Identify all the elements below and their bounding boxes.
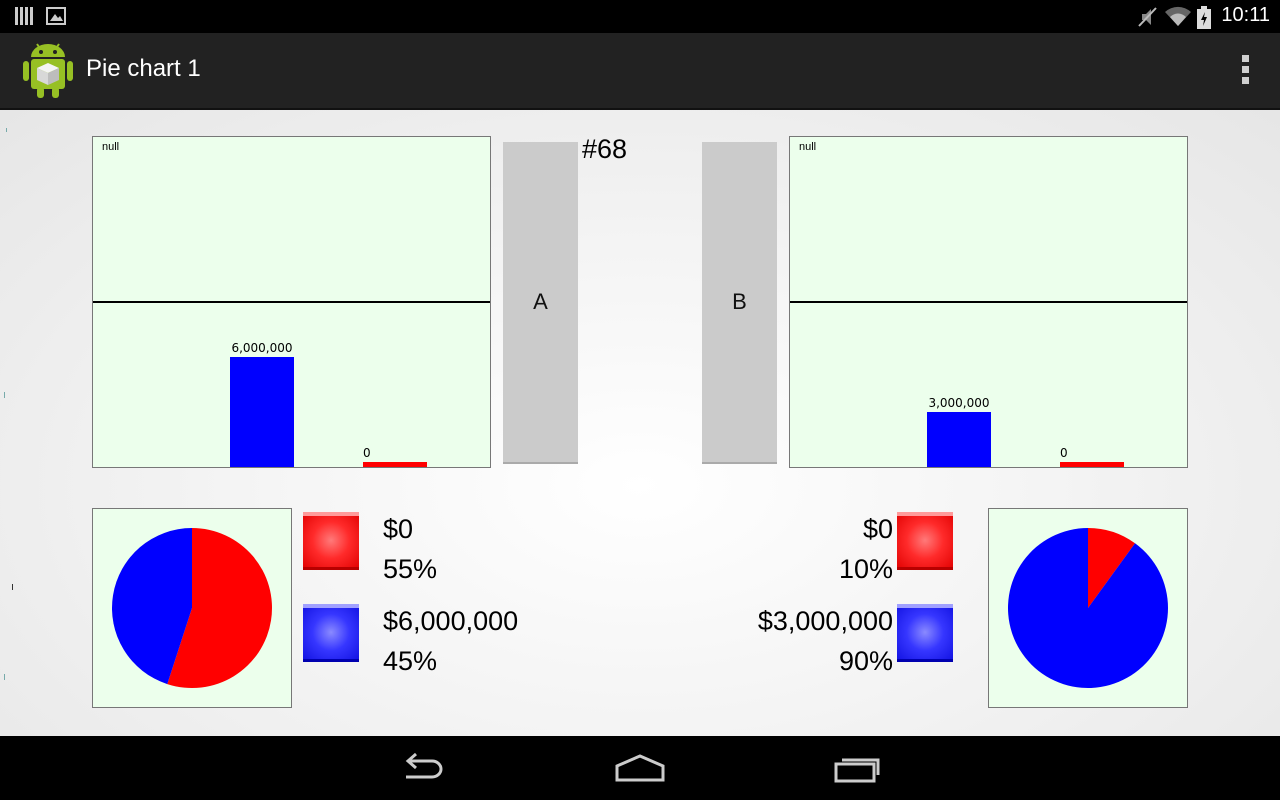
- status-bar: 10:11: [0, 0, 1280, 33]
- right-bar-red-label: 0: [1060, 446, 1068, 460]
- left-pie-plot: [112, 528, 273, 688]
- right-chart-title: null: [799, 141, 817, 153]
- right-legend-blue-percent: 90%: [838, 646, 893, 676]
- right-pie-slice-red: [1088, 528, 1136, 608]
- left-legend-red-swatch: [303, 512, 359, 570]
- right-legend-red-amount: $0: [862, 514, 893, 544]
- left-legend-blue-swatch: [303, 604, 359, 662]
- left-bar-blue-label: 6,000,000: [231, 341, 292, 355]
- right-legend-red-text: $0 10%: [839, 513, 893, 585]
- left-bar-red: [363, 462, 427, 467]
- clock: 10:11: [1221, 4, 1270, 26]
- a-button[interactable]: A: [503, 142, 578, 464]
- right-legend-blue-text: $3,000,000 90%: [758, 605, 893, 677]
- content-area: null 6,000,000 0 A #68 B null 3,000,000 …: [0, 110, 1280, 736]
- android-app-icon[interactable]: [22, 41, 74, 99]
- right-bar-blue: [927, 412, 991, 467]
- battery-icon: [1197, 6, 1211, 29]
- left-bar-chart-plot: 6,000,000 0: [93, 301, 490, 467]
- b-button-label: B: [732, 289, 747, 314]
- a-button-label: A: [533, 289, 548, 314]
- right-bar-red: [1060, 462, 1124, 467]
- action-bar: Pie chart 1: [0, 33, 1280, 110]
- right-bar-chart-plot: 3,000,000 0: [790, 301, 1187, 467]
- left-bar-blue: [230, 357, 294, 467]
- left-pie-slice-red: [167, 528, 273, 688]
- left-bar-red-label: 0: [363, 446, 371, 460]
- right-bar-chart: null 3,000,000 0: [789, 136, 1188, 468]
- left-legend-blue-percent: 45%: [383, 646, 438, 676]
- edge-tick: [6, 128, 7, 132]
- edge-tick: [4, 674, 5, 680]
- left-bar-chart: null 6,000,000 0: [92, 136, 491, 468]
- left-pie-chart: [92, 508, 292, 708]
- left-pie-slice-blue: [112, 528, 192, 685]
- recents-icon[interactable]: [832, 752, 884, 784]
- left-legend-red-text: $0 55%: [383, 513, 437, 585]
- back-icon[interactable]: [400, 752, 448, 784]
- right-pie-chart: [988, 508, 1188, 708]
- notification-bars-icon: [15, 7, 33, 25]
- right-legend-red-swatch: [897, 512, 953, 570]
- navigation-bar: [0, 736, 1280, 800]
- right-bar-blue-label: 3,000,000: [928, 396, 989, 410]
- right-pie-slice-blue: [1008, 528, 1168, 688]
- home-icon[interactable]: [614, 752, 666, 784]
- b-button[interactable]: B: [702, 142, 777, 464]
- left-legend-blue-text: $6,000,000 45%: [383, 605, 518, 677]
- mute-icon: [1138, 7, 1157, 27]
- edge-tick: [12, 584, 13, 590]
- left-chart-title: null: [102, 141, 120, 153]
- left-legend-red-amount: $0: [383, 514, 414, 544]
- right-pie-plot: [1008, 528, 1168, 688]
- right-legend-red-percent: 10%: [838, 554, 893, 584]
- left-legend-blue-amount: $6,000,000: [383, 606, 519, 636]
- counter-label: #68: [582, 134, 628, 164]
- right-legend-blue-swatch: [897, 604, 953, 662]
- wifi-icon: [1165, 6, 1191, 26]
- overflow-menu-icon[interactable]: [1240, 55, 1250, 87]
- app-title: Pie chart 1: [86, 55, 201, 82]
- left-legend-red-percent: 55%: [383, 554, 438, 584]
- edge-tick: [4, 392, 5, 398]
- right-legend-blue-amount: $3,000,000: [757, 606, 893, 636]
- gallery-icon: [46, 7, 66, 25]
